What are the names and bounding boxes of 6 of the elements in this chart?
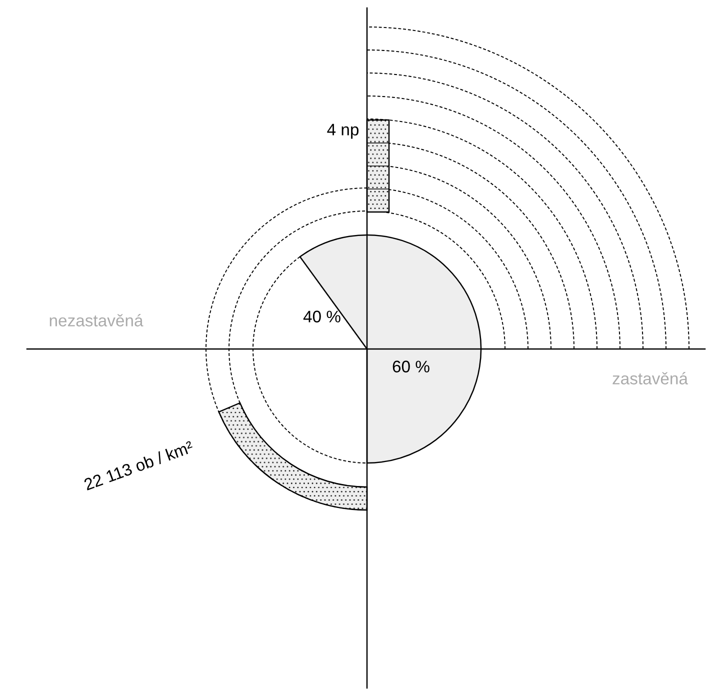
data-label: 60 % [392, 360, 430, 372]
text: 22 113 ob / km² [83, 440, 194, 491]
text: zastavěná [612, 372, 688, 384]
data-label: 40 % [303, 310, 340, 322]
text: 4 np [327, 124, 359, 139]
text: nezastavěná [50, 314, 144, 326]
